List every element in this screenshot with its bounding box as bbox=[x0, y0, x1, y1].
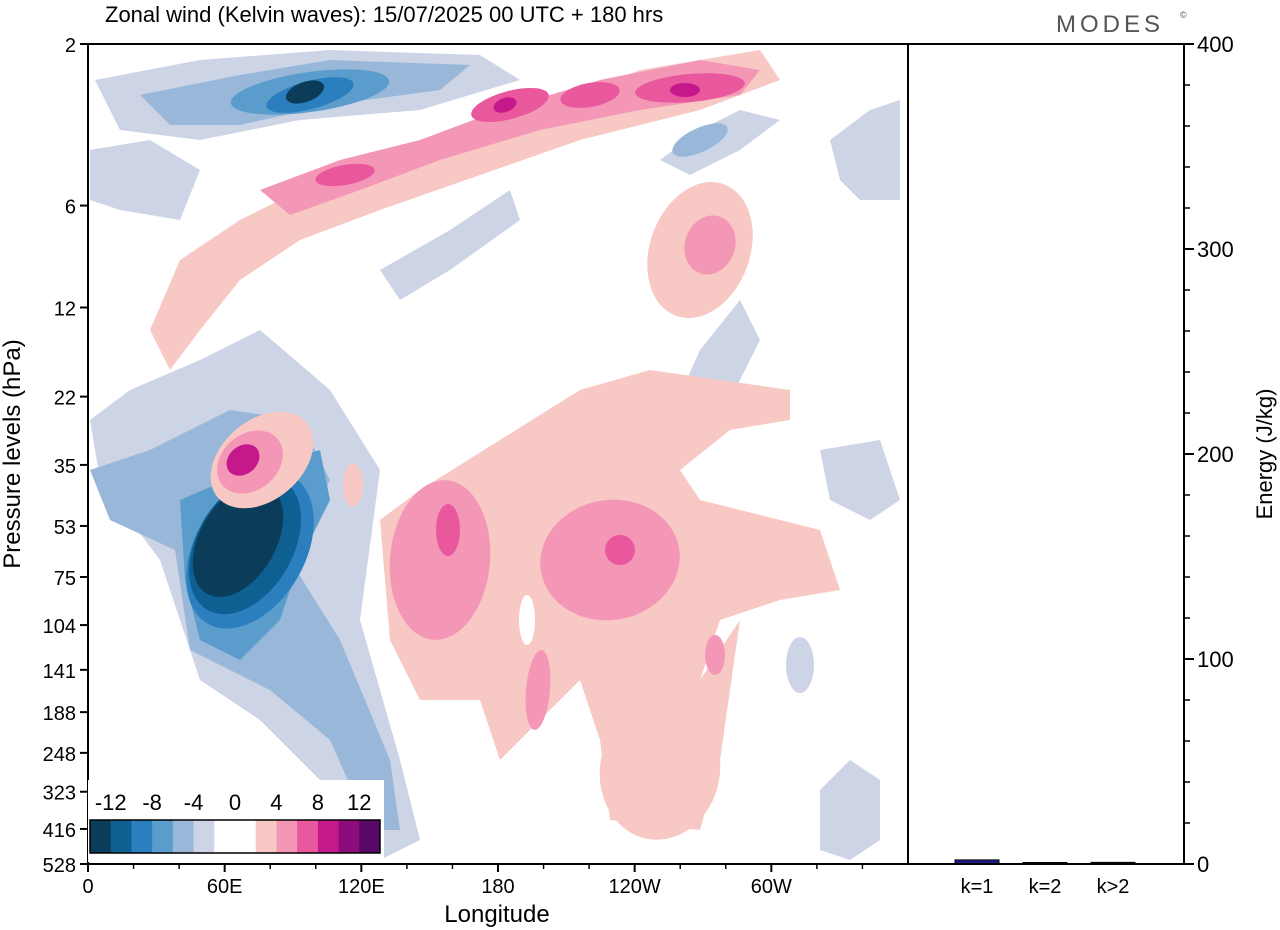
energy-tick-label: 0 bbox=[1197, 852, 1209, 877]
contour-neg-right bbox=[820, 440, 900, 520]
energy-bar-label: k>2 bbox=[1097, 876, 1130, 898]
contour-pos-lower bbox=[705, 635, 725, 675]
contour-neg-upper bbox=[90, 140, 200, 220]
contour-pos-lower bbox=[389, 480, 491, 640]
y-tick-label: 2 bbox=[65, 35, 76, 57]
x-tick-label: 0 bbox=[82, 876, 93, 898]
colorbar-swatch bbox=[152, 820, 174, 853]
colorbar-swatch bbox=[235, 820, 257, 853]
colorbar-swatch bbox=[90, 820, 112, 853]
y-tick-label: 75 bbox=[54, 568, 76, 590]
colorbar-swatch bbox=[172, 820, 195, 853]
colorbar-swatch bbox=[214, 820, 236, 853]
contour-pos-lower bbox=[599, 700, 721, 840]
y-tick-label: 141 bbox=[43, 661, 76, 683]
y-tick-label: 12 bbox=[54, 298, 76, 320]
contour-pos-upper bbox=[493, 97, 517, 113]
y-tick-label: 248 bbox=[43, 744, 76, 766]
colorbar-swatch bbox=[255, 820, 277, 853]
contour-neg-right bbox=[786, 637, 814, 693]
colorbar-swatch bbox=[338, 820, 360, 853]
contour-pos-mid bbox=[684, 215, 736, 275]
colorbar-swatch bbox=[317, 820, 340, 853]
x-tick-label: 60W bbox=[751, 876, 792, 898]
colorbar-swatch bbox=[110, 820, 132, 853]
energy-tick-label: 200 bbox=[1197, 442, 1234, 467]
contour-pos-lower bbox=[436, 504, 460, 556]
y-tick-label: 53 bbox=[54, 517, 76, 539]
y-tick-label: 35 bbox=[54, 456, 76, 478]
y-tick-label: 323 bbox=[43, 783, 76, 805]
y-tick-label: 528 bbox=[43, 855, 76, 877]
colorbar-label: 8 bbox=[312, 790, 324, 815]
energy-bar-label: k=1 bbox=[961, 876, 994, 898]
x-tick-label: 120E bbox=[338, 876, 385, 898]
colorbar-label: 12 bbox=[347, 790, 371, 815]
contour-zero bbox=[519, 595, 535, 645]
contour-neg-mid bbox=[672, 123, 728, 157]
y-tick-label: 22 bbox=[54, 388, 76, 410]
energy-bar-panel bbox=[908, 44, 1185, 865]
contour-neg-core bbox=[192, 483, 284, 597]
contour-neg-right bbox=[830, 100, 900, 200]
contour-pos-lower bbox=[605, 535, 635, 565]
colorbar-swatch bbox=[193, 820, 215, 853]
colorbar-label: 0 bbox=[229, 790, 241, 815]
colorbar-label: 4 bbox=[270, 790, 282, 815]
colorbar-legend: -12 -8 -4 0 4 8 12 bbox=[88, 780, 384, 862]
x-tick-label: 120W bbox=[609, 876, 661, 898]
brand-copyright: © bbox=[1180, 10, 1187, 20]
x-tick-label: 60E bbox=[207, 876, 243, 898]
x-axis-title: Longitude bbox=[444, 901, 549, 928]
energy-bar-label: k=2 bbox=[1029, 876, 1062, 898]
colorbar-frame bbox=[89, 819, 381, 854]
contour-neg-upper bbox=[285, 80, 325, 104]
contour-neg-right bbox=[820, 760, 880, 860]
y-tick-label: 6 bbox=[65, 197, 76, 219]
y-axis-title: Pressure levels (hPa) bbox=[0, 339, 26, 568]
contour-pos-upper bbox=[260, 60, 760, 215]
contour-pos-lower bbox=[226, 444, 260, 476]
contour-pos-upper bbox=[315, 163, 375, 187]
colorbar-swatch bbox=[131, 820, 153, 853]
colorbar-label: -4 bbox=[184, 790, 204, 815]
colorbar-label: -12 bbox=[95, 790, 127, 815]
y-tick-label: 104 bbox=[43, 616, 76, 638]
brand-logo: MODES bbox=[1056, 11, 1164, 38]
contour-neg-mid bbox=[660, 110, 780, 175]
chart-title: Zonal wind (Kelvin waves): 15/07/2025 00… bbox=[105, 2, 663, 27]
colorbar-swatch bbox=[297, 820, 319, 853]
contour-pos-lower bbox=[525, 650, 551, 730]
colorbar-swatch bbox=[276, 820, 298, 853]
contour-pos-upper bbox=[560, 82, 620, 108]
energy-axis-title: Energy (J/kg) bbox=[1252, 389, 1277, 520]
contour-pos-upper bbox=[670, 83, 700, 97]
energy-tick-label: 100 bbox=[1197, 647, 1234, 672]
energy-tick-label: 400 bbox=[1197, 32, 1234, 57]
colorbar-label: -8 bbox=[142, 790, 162, 815]
contour-neg-mid bbox=[380, 190, 520, 300]
x-tick-label: 180 bbox=[481, 876, 514, 898]
colorbar-swatch bbox=[359, 820, 381, 853]
y-tick-label: 188 bbox=[43, 703, 76, 725]
contour-field bbox=[90, 50, 900, 860]
y-tick-label: 416 bbox=[43, 820, 76, 842]
energy-tick-label: 300 bbox=[1197, 237, 1234, 262]
contour-pos-lower bbox=[343, 463, 363, 507]
